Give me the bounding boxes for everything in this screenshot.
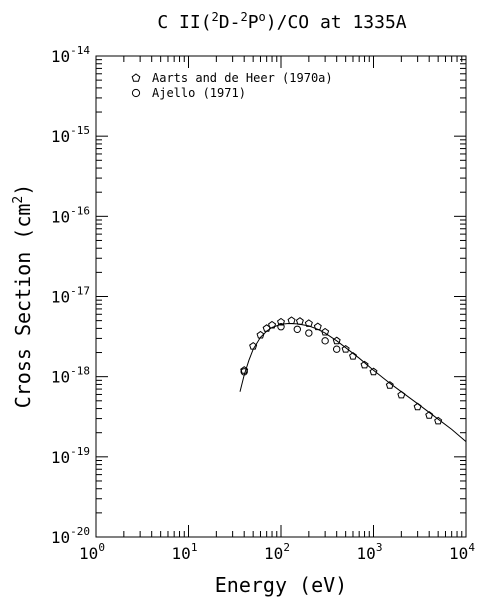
legend-pentagon-marker [131,73,141,82]
x-tick-label: 104 [449,541,475,563]
pentagon-marker [332,336,341,345]
pentagon-marker [341,344,350,353]
x-tick-label: 103 [357,541,383,563]
pentagon-marker [360,360,369,369]
axis-ticks [95,55,467,538]
y-tick-label: 10-17 [51,285,90,307]
x-axis-label: Energy (eV) [215,573,347,597]
pentagon-marker [277,317,285,326]
data-markers [240,316,443,425]
legend: Aarts and de Heer (1970a)Ajello (1971) [131,71,333,100]
pentagon-marker [385,381,394,389]
y-tick-label: 10-18 [51,365,90,387]
y-tick-label: 10-16 [51,204,90,226]
y-tick-label: 10-19 [51,445,90,467]
chart-title: C II(2D-2Po)/CO at 1335A [157,10,406,33]
y-tick-label: 10-20 [51,525,90,547]
pentagon-marker [240,366,249,374]
circle-marker [293,325,301,333]
y-axis-label: Cross Section (cm2) [11,184,35,409]
plot-frame [95,55,467,538]
legend-circle-marker [131,88,141,98]
legend-label: Aarts and de Heer (1970a) [152,71,333,85]
circle-marker [305,329,313,337]
pentagon-marker [397,390,406,399]
pentagon-marker [287,316,296,324]
fit-curve [239,322,467,442]
y-tick-label: 10-14 [51,44,91,66]
pentagon-marker [413,402,422,411]
pentagon-marker [313,322,322,331]
pentagon-marker [321,327,330,336]
x-tick-label: 102 [264,541,290,563]
pentagon-marker [349,351,357,360]
pentagon-marker [369,367,378,376]
pentagon-marker [425,411,434,419]
y-tick-label: 10-15 [51,124,90,146]
circle-marker [277,323,285,331]
circle-marker [240,368,248,376]
pentagon-marker [304,319,313,327]
pentagon-marker [295,317,304,325]
tick-labels: 100 101 102 103 104 10-20 10-19 10-18 10-17 10-16… [51,44,475,563]
pentagon-marker [268,320,277,329]
x-tick-label: 101 [172,541,198,563]
pentagon-marker [249,341,258,350]
legend-label: Ajello (1971) [152,86,246,100]
circle-marker [321,337,329,345]
x-tick-label: 100 [79,541,105,563]
pentagon-marker [434,416,443,425]
pentagon-marker [256,330,265,339]
circle-marker [332,345,341,353]
